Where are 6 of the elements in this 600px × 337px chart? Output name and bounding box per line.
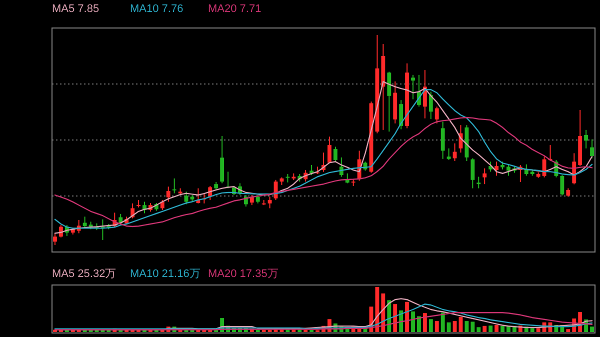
text: MA5 25.32万 — [52, 268, 116, 280]
text: MA10 7.76 — [130, 3, 184, 15]
text: MA10 21.16万 — [130, 268, 200, 280]
text: MA20 17.35万 — [208, 268, 278, 280]
text: MA5 7.85 — [52, 3, 100, 15]
text: MA20 7.71 — [208, 3, 262, 15]
